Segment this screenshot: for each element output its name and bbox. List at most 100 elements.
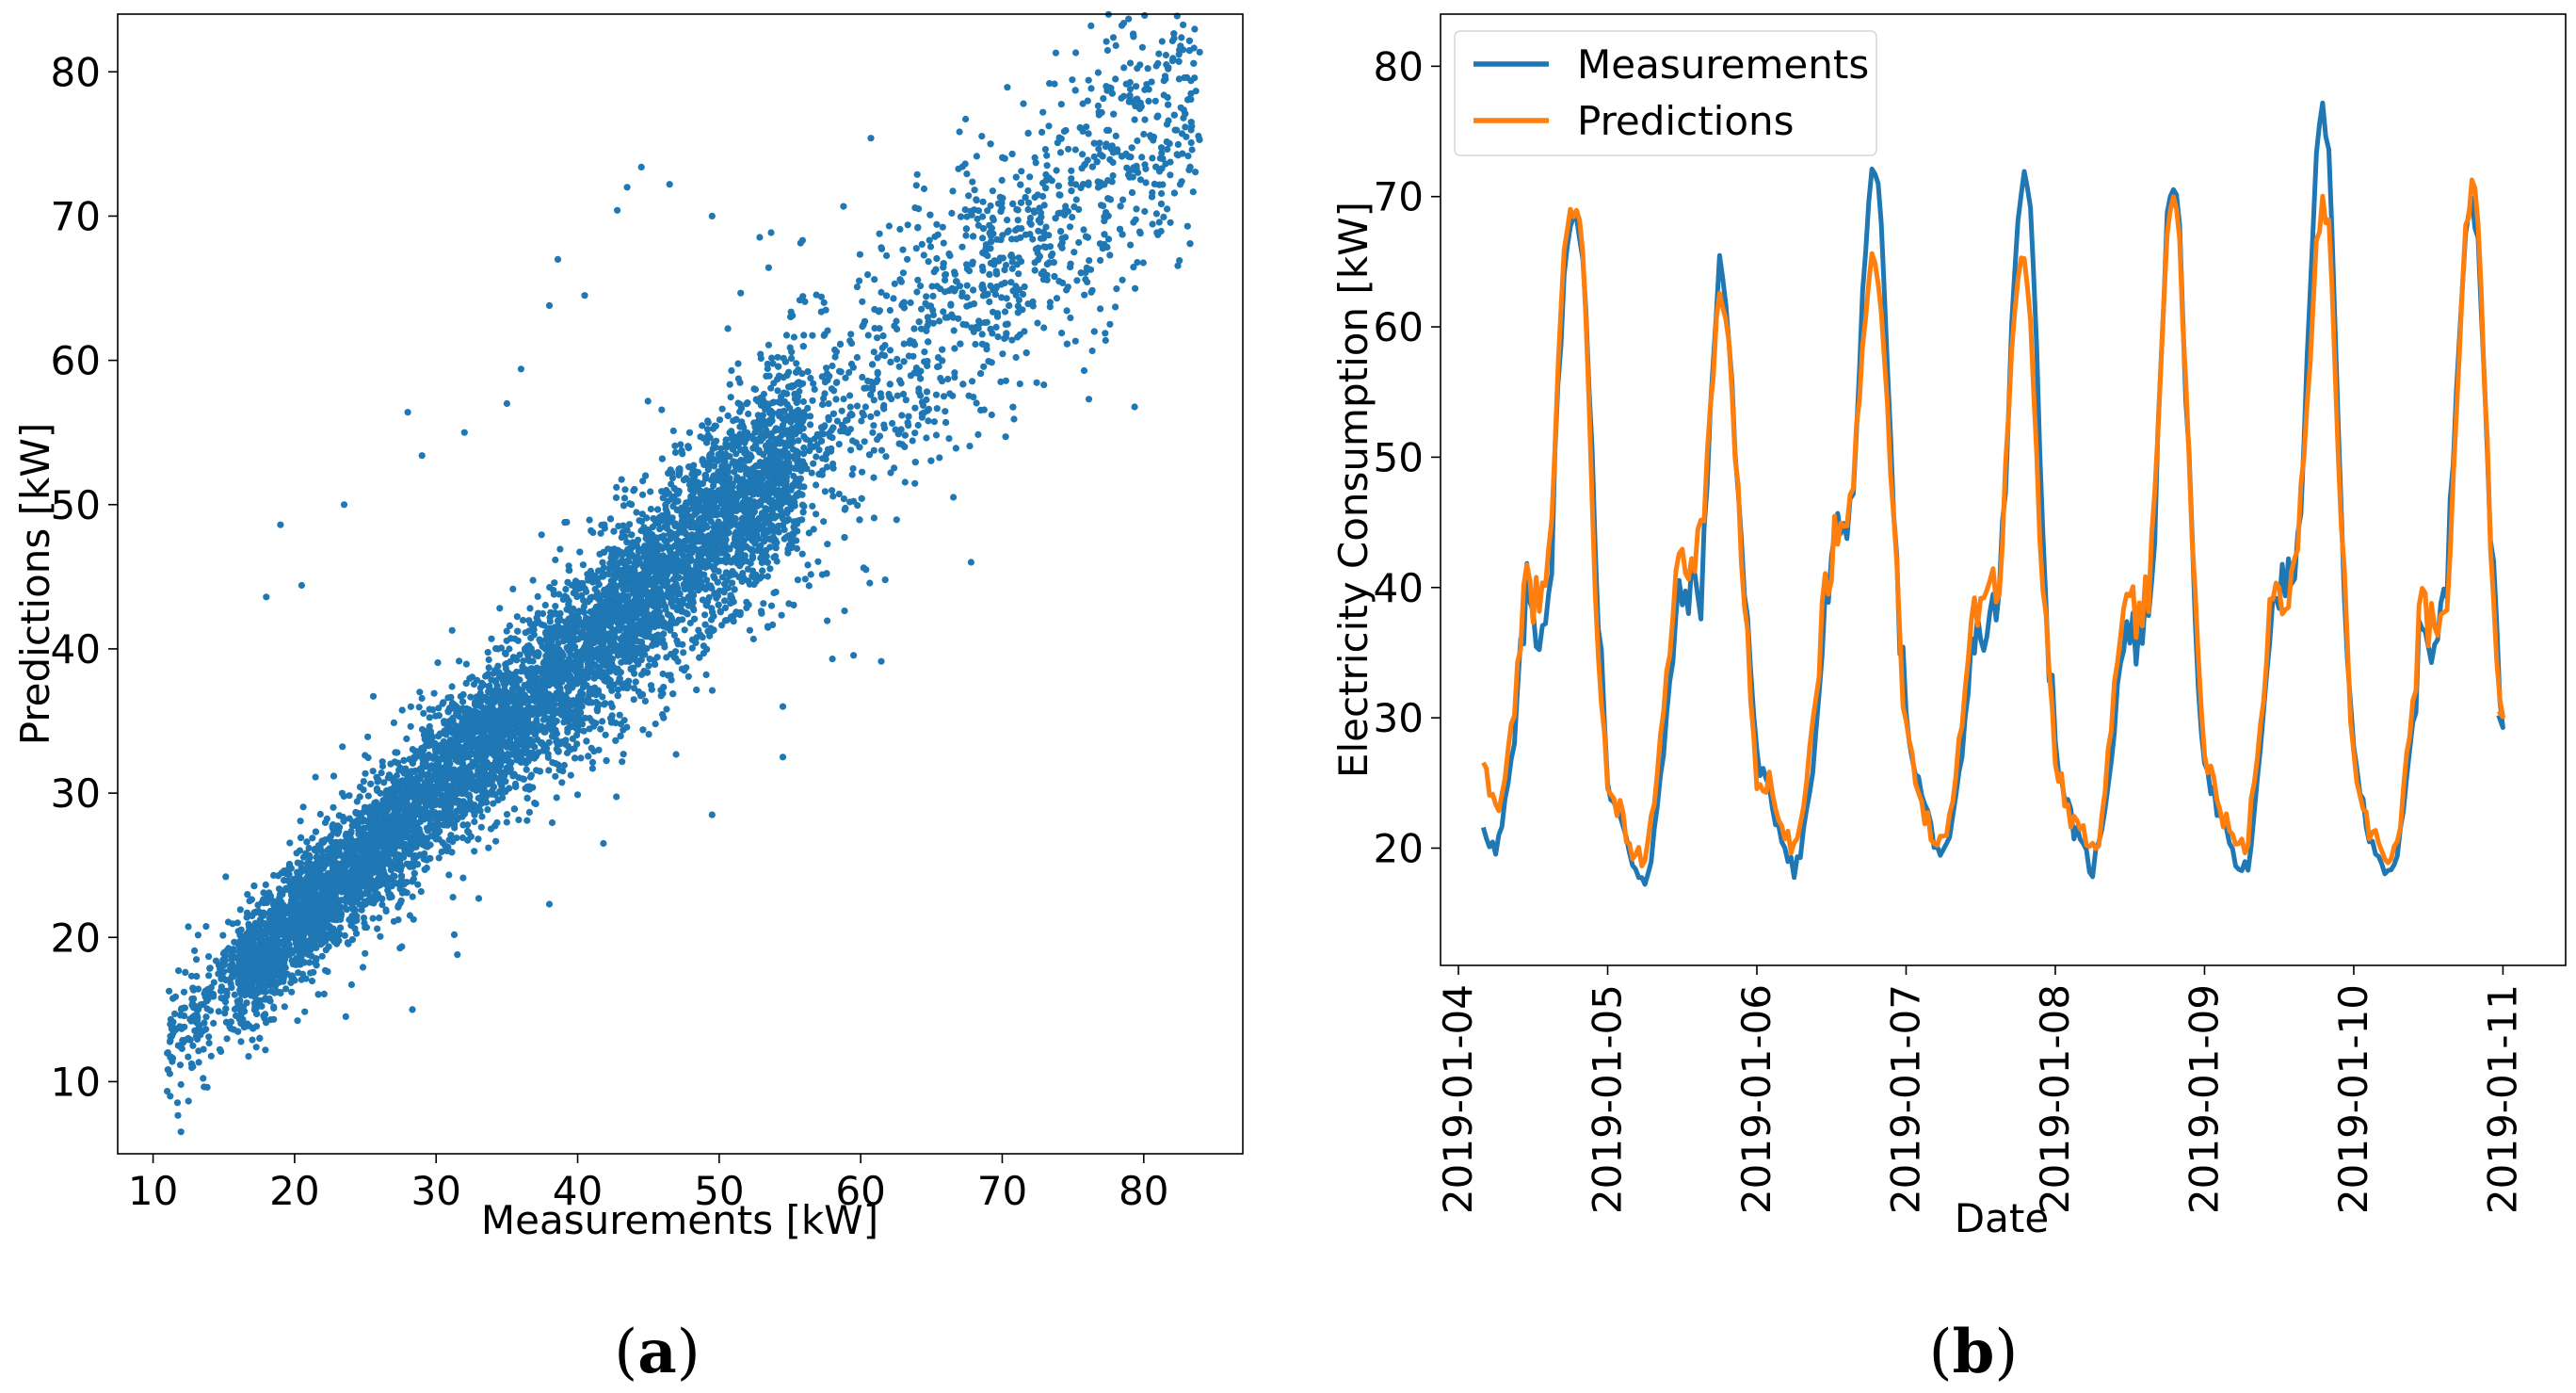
scatter-point — [835, 441, 843, 448]
scatter-point — [1126, 78, 1134, 87]
scatter-point — [488, 635, 495, 642]
scatter-point — [920, 185, 928, 193]
scatter-point — [814, 558, 822, 565]
scatter-point — [659, 670, 667, 678]
scatter-point — [734, 360, 742, 367]
scatter-point — [795, 437, 802, 445]
scatter-point — [971, 186, 978, 194]
scatter-point — [861, 403, 870, 411]
scatter-point — [630, 696, 637, 704]
scatter-point — [962, 232, 970, 239]
scatter-point — [620, 494, 629, 502]
scatter-point — [177, 1080, 185, 1089]
scatter-point — [1052, 49, 1059, 57]
scatter-point — [876, 325, 883, 332]
scatter-point — [1177, 104, 1184, 111]
scatter-point — [886, 306, 894, 315]
scatter-point — [933, 405, 941, 413]
scatter-point — [477, 823, 485, 831]
scatter-point — [451, 824, 459, 832]
scatter-point — [580, 727, 588, 735]
scatter-point — [680, 649, 687, 656]
scatter-point — [932, 391, 941, 398]
scatter-point — [832, 379, 841, 386]
scatter-point — [750, 385, 758, 393]
scatter-point — [893, 516, 900, 524]
scatter-point — [853, 353, 861, 362]
scatter-point — [293, 850, 300, 857]
scatter-point — [764, 573, 772, 580]
scatter-point — [232, 1012, 240, 1020]
scatter-point — [620, 726, 627, 734]
scatter-point — [849, 464, 857, 473]
scatter-point — [490, 800, 497, 807]
scatter-point — [1152, 210, 1160, 218]
scatter-point — [918, 305, 926, 313]
scatter-point — [952, 445, 960, 452]
scatter-point — [619, 758, 626, 766]
scatter-point — [435, 705, 443, 712]
scatter-point — [810, 460, 817, 467]
scatter-point — [588, 765, 597, 772]
scatter-point — [205, 972, 213, 980]
scatter-point — [1087, 85, 1095, 92]
scatter-point — [360, 915, 368, 922]
scatter-point — [948, 209, 956, 217]
scatter-point — [579, 561, 588, 569]
scatter-point — [774, 387, 781, 395]
scatter-point — [825, 400, 832, 408]
scatter-point — [766, 565, 774, 573]
scatter-point — [478, 813, 486, 820]
scatter-point — [718, 405, 726, 413]
scatter-point — [309, 834, 316, 842]
scatter-point — [380, 779, 388, 786]
scatter-point — [978, 331, 986, 338]
scatter-point — [1027, 220, 1035, 228]
scatter-point — [202, 1013, 210, 1021]
scatter-point — [1139, 259, 1147, 267]
scatter-point — [1031, 154, 1038, 161]
scatter-point — [1094, 102, 1102, 109]
scatter-point — [641, 697, 650, 705]
scatter-point — [1069, 76, 1076, 84]
scatter-point — [222, 987, 230, 995]
scatter-point — [963, 170, 971, 178]
scatter-point — [562, 586, 570, 593]
scatter-point — [376, 915, 383, 922]
scatter-point — [858, 417, 865, 425]
scatter-point — [1187, 77, 1195, 85]
scatter-point — [810, 380, 817, 387]
scatter-point — [963, 282, 971, 289]
scatter-point — [798, 516, 806, 524]
scatter-point — [840, 396, 847, 403]
scatter-points — [164, 10, 1203, 1136]
scatter-point — [195, 1059, 202, 1066]
scatter-point — [308, 978, 316, 985]
scatter-point — [1033, 379, 1040, 386]
scatter-point — [999, 350, 1006, 358]
scatter-point — [1045, 122, 1053, 130]
scatter-point — [1085, 76, 1092, 84]
scatter-point — [846, 392, 854, 399]
scatter-point — [1090, 153, 1098, 161]
scatter-point — [913, 288, 921, 296]
scatter-point — [297, 818, 304, 825]
scatter-point — [330, 803, 337, 811]
scatter-point — [811, 385, 818, 393]
scatter-point — [1138, 154, 1146, 161]
scatter-point — [799, 397, 808, 406]
scatter-point — [847, 360, 856, 368]
scatter-point — [923, 293, 930, 300]
scatter-point — [800, 332, 808, 339]
scatter-point — [767, 602, 776, 609]
scatter-point — [983, 318, 990, 326]
scatter-point — [1109, 34, 1118, 41]
scatter-point — [1071, 249, 1078, 256]
scatter-point — [663, 705, 670, 713]
scatter-point — [670, 631, 679, 640]
scatter-point — [833, 417, 842, 425]
scatter-point — [360, 778, 367, 786]
scatter-point — [668, 475, 677, 482]
scatter-point — [716, 416, 724, 424]
scatter-point — [545, 767, 553, 774]
